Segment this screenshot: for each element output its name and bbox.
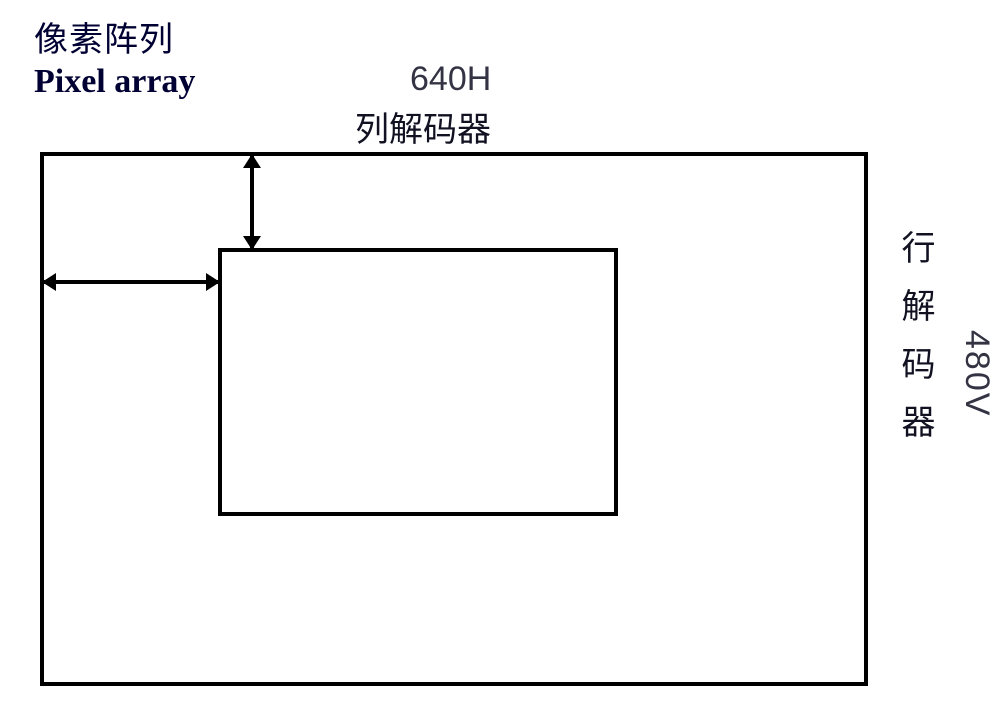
column-decoder-label: 列解码器 — [355, 102, 491, 151]
right-label-group: 行解码器 480V — [890, 230, 996, 462]
top-dimension-label: 640H — [410, 60, 491, 99]
inner-rectangle — [218, 248, 618, 516]
right-dimension-label: 480V — [957, 230, 996, 462]
row-decoder-label: 行解码器 — [890, 230, 939, 462]
horizontal-offset-arrow — [44, 280, 218, 284]
title-english: Pixel array — [34, 63, 195, 101]
title-block: 像素阵列 Pixel array — [34, 12, 195, 101]
title-chinese: 像素阵列 — [34, 12, 195, 61]
vertical-offset-arrow — [250, 156, 254, 248]
